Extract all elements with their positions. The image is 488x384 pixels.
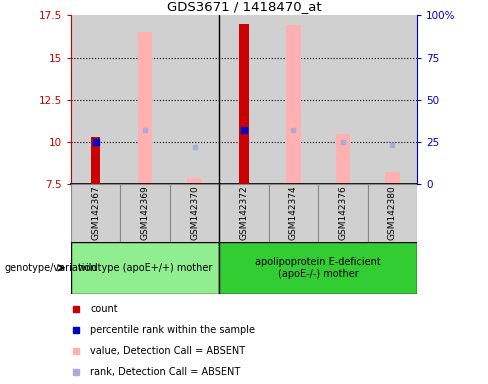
Bar [269,15,318,184]
Text: GSM142380: GSM142380 [388,186,397,240]
Bar [318,15,368,184]
Text: value, Detection Call = ABSENT: value, Detection Call = ABSENT [90,346,245,356]
Text: rank, Detection Call = ABSENT: rank, Detection Call = ABSENT [90,367,241,377]
Text: count: count [90,304,118,314]
Bar [71,242,219,294]
Bar [219,184,269,242]
Text: GSM142372: GSM142372 [240,186,248,240]
Bar [385,172,400,184]
Bar [170,184,219,242]
Bar [187,177,202,184]
Text: GSM142370: GSM142370 [190,186,199,240]
Text: GSM142369: GSM142369 [141,186,149,240]
Bar [91,137,101,184]
Title: GDS3671 / 1418470_at: GDS3671 / 1418470_at [167,0,321,13]
Bar [269,184,318,242]
Bar [120,15,170,184]
Bar [286,25,301,184]
Bar [368,15,417,184]
Text: genotype/variation: genotype/variation [5,263,98,273]
Bar [368,184,417,242]
Text: GSM142376: GSM142376 [339,186,347,240]
Text: percentile rank within the sample: percentile rank within the sample [90,325,255,335]
Text: apolipoprotein E-deficient
(apoE-/-) mother: apolipoprotein E-deficient (apoE-/-) mot… [255,257,381,279]
Bar [239,24,249,184]
Bar [219,242,417,294]
Bar [138,32,152,184]
Text: GSM142367: GSM142367 [91,186,100,240]
Bar [336,134,350,184]
Bar [71,15,120,184]
Bar [120,184,170,242]
Bar [318,184,368,242]
Bar [71,184,120,242]
Bar [219,15,269,184]
Bar [170,15,219,184]
Text: GSM142374: GSM142374 [289,186,298,240]
Text: wildtype (apoE+/+) mother: wildtype (apoE+/+) mother [78,263,212,273]
